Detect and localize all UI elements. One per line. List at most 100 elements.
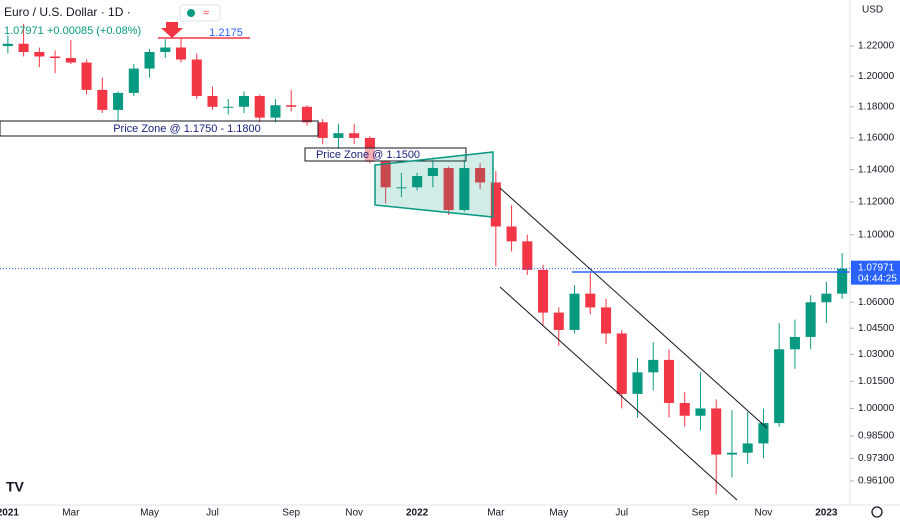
candle-body: [821, 293, 832, 303]
badge-dot: [187, 9, 195, 17]
symbol: Euro / U.S. Dollar · 1D ·: [4, 5, 131, 19]
candle-body: [97, 89, 108, 110]
x-tick-label: May: [549, 508, 568, 519]
wedge: [374, 151, 494, 218]
x-axis: 2021 Mar May Jul Sep Nov 2022 Mar May Jul Sep Nov 20…: [0, 508, 838, 519]
candle-body: [317, 122, 328, 138]
price-zone-label: Price Zone @ 1.1500: [316, 149, 420, 161]
x-tick-label: Jul: [615, 508, 628, 519]
price-zone-label: Price Zone @ 1.1750 - 1.1800: [113, 123, 261, 135]
candle-body: [742, 443, 753, 453]
y-tick-label: 1.06000: [858, 297, 895, 308]
candle-body: [789, 336, 800, 350]
currency[interactable]: USD: [862, 5, 883, 16]
x-tick-label: 2022: [406, 508, 429, 519]
logo: TV: [6, 479, 25, 495]
x-tick-label: 2021: [0, 508, 19, 519]
candle-body: [632, 372, 643, 394]
level-label: 1.2175: [209, 27, 243, 39]
y-tick-label: 1.16000: [858, 133, 895, 144]
candle-body: [475, 168, 486, 183]
y-tick-label: 1.14000: [858, 164, 895, 175]
candle-body: [726, 452, 737, 455]
candle-body: [207, 96, 218, 107]
countdown: 04:44:25: [858, 273, 897, 284]
candle-body: [506, 226, 517, 242]
candle-body: [270, 105, 281, 118]
candle-body: [459, 168, 470, 211]
y-tick-label: 1.00000: [858, 403, 895, 414]
settings-button[interactable]: [871, 506, 883, 518]
channel-line: [499, 187, 768, 429]
candle-body: [18, 43, 29, 53]
indicator-badges[interactable]: [179, 4, 221, 22]
x-tick-label: Sep: [692, 508, 710, 519]
candle-body: [553, 312, 564, 330]
y-tick-label: 1.12000: [858, 197, 895, 208]
y-tick-label: 1.04500: [858, 323, 895, 334]
candle-body: [538, 269, 549, 313]
candle-body: [427, 168, 438, 177]
candle-body: [175, 47, 187, 60]
x-tick-label: May: [140, 508, 159, 519]
candle-body: [65, 58, 76, 63]
candle-body: [648, 359, 659, 373]
candle-body: [758, 423, 769, 444]
candle-body: [396, 187, 407, 189]
candle-body: [223, 106, 234, 108]
candle-body: [490, 182, 501, 227]
change: +0.00085 (+0.08%): [47, 25, 141, 37]
candle-body: [113, 92, 124, 110]
y-tick-label: 0.98500: [858, 431, 895, 442]
badge-icon: ≈: [203, 7, 209, 19]
candle-body: [238, 96, 250, 107]
candle-body: [569, 293, 580, 330]
y-tick-label: 1.01500: [858, 376, 895, 387]
candle-body: [695, 408, 706, 416]
candle-body: [600, 307, 612, 334]
candle-body: [128, 68, 139, 93]
candles: [2, 23, 848, 495]
y-tick-label: 1.03000: [858, 349, 895, 360]
y-tick-label: 1.20000: [858, 71, 895, 82]
candle-body: [585, 293, 596, 308]
candle-body: [711, 408, 722, 455]
candle-body: [774, 349, 785, 424]
candle-body: [286, 105, 297, 107]
y-tick-label: 1.18000: [858, 101, 895, 112]
drawings: Price Zone @ 1.1750 - 1.1800 Price Zone …: [0, 22, 850, 501]
candle-body: [191, 59, 202, 97]
x-tick-label: Mar: [487, 508, 505, 519]
candle-body: [522, 241, 533, 270]
candle-body: [144, 52, 155, 69]
candle-body: [301, 106, 312, 123]
candle-body: [412, 176, 423, 188]
last-price-header: 1.07971: [4, 25, 44, 37]
y-tick-label: 1.22000: [858, 41, 895, 52]
candle-body: [679, 402, 690, 416]
candle-body: [663, 359, 675, 403]
x-tick-label: Jul: [206, 508, 219, 519]
x-tick-label: Mar: [62, 508, 80, 519]
candle-body: [2, 43, 13, 47]
x-tick-label: Nov: [755, 508, 773, 519]
arrow-down: [161, 22, 183, 38]
candle-body: [254, 96, 265, 118]
y-tick-label: 0.97300: [858, 453, 895, 464]
y-axis: 1.22000 1.20000 1.18000 1.16000 1.14000 1.120…: [850, 41, 895, 487]
candle-body: [349, 133, 360, 138]
y-tick-label: 1.10000: [858, 229, 895, 240]
x-tick-label: Nov: [345, 508, 363, 519]
candle-body: [34, 52, 45, 57]
candle-body: [160, 47, 171, 53]
candle-body: [616, 333, 627, 394]
candle-body: [380, 161, 391, 188]
candle-body: [443, 168, 454, 211]
y-tick-label: 0.96100: [858, 476, 895, 487]
channel-line: [499, 286, 738, 501]
last-price-box: [851, 260, 900, 285]
x-tick-label: 2023: [815, 508, 838, 519]
